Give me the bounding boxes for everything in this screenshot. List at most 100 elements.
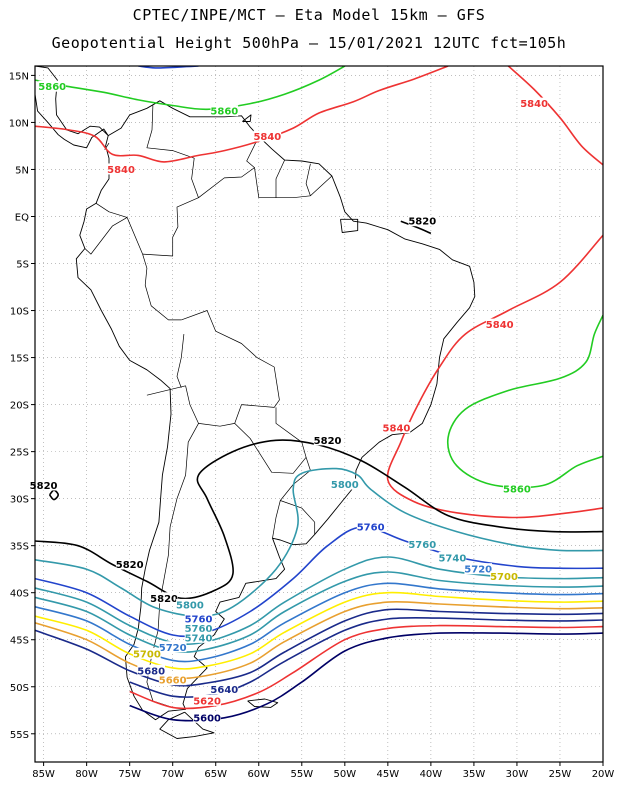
contour-5820 <box>35 439 603 600</box>
contour-label-bg <box>184 613 213 625</box>
country-border <box>142 167 333 257</box>
contour-label: 5760 <box>408 540 436 551</box>
x-tick-label: 75W <box>118 769 141 780</box>
contour-label-bg <box>184 631 213 643</box>
country-border <box>181 310 280 427</box>
x-tick-label: 85W <box>32 769 55 780</box>
country-border <box>246 136 260 168</box>
contour-label: 5840 <box>253 132 281 143</box>
contour-label: 5840 <box>383 424 411 435</box>
contour-label: 5840 <box>520 99 548 110</box>
contour-labels: 5860 5860 5840 5840 5840 5840 5840 5860 5820 5820… <box>29 80 548 724</box>
y-tick-label: 20S <box>10 401 29 412</box>
contour-label-bg <box>29 479 58 491</box>
coastline <box>340 218 359 233</box>
contour-label-bg <box>38 80 67 92</box>
country-border <box>95 203 143 255</box>
coastline <box>247 698 279 708</box>
country-border <box>142 253 182 321</box>
contour-label-bg <box>193 711 221 723</box>
contour-label-bg <box>253 130 282 142</box>
coastline <box>35 66 109 149</box>
contour-label-bg <box>210 683 239 695</box>
contour-label: 5700 <box>133 649 161 660</box>
contour-label-bg <box>408 538 437 550</box>
contour-label-bg <box>107 163 135 175</box>
x-tick-label: 35W <box>463 769 486 780</box>
y-tick-label: 25S <box>10 448 29 459</box>
contour-label-bg <box>158 674 187 686</box>
contour-label-bg <box>331 478 359 490</box>
contour-label: 5760 <box>357 522 385 533</box>
x-tick-label: 55W <box>290 769 313 780</box>
contour-label-bg <box>382 422 411 434</box>
map-grid <box>35 66 604 762</box>
contour-label-bg <box>137 664 165 676</box>
y-tick-label: 55S <box>10 730 29 741</box>
chart-title-line2: Geopotential Height 500hPa – 15/01/2021 … <box>51 34 567 52</box>
contour-label: 5620 <box>193 696 221 707</box>
contour-label: 5680 <box>137 666 165 677</box>
contour-label-bg <box>408 215 437 227</box>
coastline <box>75 100 476 721</box>
country-border <box>272 500 281 539</box>
y-tick-label: 40S <box>10 589 29 600</box>
contour-label-bg <box>485 318 514 330</box>
contour-label: 5840 <box>107 165 135 176</box>
contour-label-bg <box>158 641 187 653</box>
x-tick-label: 80W <box>75 769 98 780</box>
contour-label-bg <box>133 647 161 659</box>
contour-5680 <box>35 600 603 680</box>
y-tick-label: 10N <box>9 118 29 129</box>
y-tick-label: 5N <box>15 165 29 176</box>
x-tick-label: 40W <box>420 769 443 780</box>
axis-ticks: 85W 80W 75W 70W 65W 60W 55W 50W 45W 40W 35W 30W 25W 2… <box>9 71 615 780</box>
contour-label: 5860 <box>210 107 238 118</box>
contour-label: 5800 <box>176 600 204 611</box>
contour-label: 5760 <box>185 615 213 626</box>
y-tick-label: 30S <box>10 495 29 506</box>
y-tick-label: 45S <box>10 636 29 647</box>
y-tick-label: 15S <box>10 354 29 365</box>
contour-5820 <box>400 220 432 235</box>
x-tick-label: 65W <box>204 769 227 780</box>
contour-5760 <box>35 526 603 638</box>
contour-5840 <box>507 66 603 166</box>
y-tick-label: 5S <box>16 260 29 271</box>
contour-label: 5860 <box>38 82 66 93</box>
contour-label: 5860 <box>503 485 531 496</box>
contour-label: 5820 <box>150 594 178 605</box>
map-frame <box>34 65 604 763</box>
contour-label-bg <box>115 558 144 570</box>
contour-label: 5820 <box>408 217 436 228</box>
country-border <box>176 334 185 388</box>
y-tick-label: 10S <box>10 307 29 318</box>
contour-label: 5820 <box>30 481 58 492</box>
contour-label-bg <box>176 598 204 610</box>
contour-5840 <box>35 66 449 163</box>
coastline-layer <box>35 66 476 739</box>
country-border <box>146 105 199 198</box>
contour-5740 <box>35 571 603 653</box>
contour-5840 <box>386 234 603 519</box>
chart-title-line1: CPTEC/INPE/MCT – Eta Model 15km – GFS <box>132 6 486 24</box>
contour-label: 5600 <box>193 713 221 724</box>
contour-label: 5800 <box>331 480 359 491</box>
contour-label: 5840 <box>486 320 514 331</box>
contour-label: 5700 <box>490 572 518 583</box>
y-tick-label: EQ <box>15 212 29 223</box>
country-border <box>275 159 285 198</box>
contour-5700 <box>35 591 603 670</box>
contour-5860 <box>35 66 346 111</box>
contour-label-bg <box>438 551 467 563</box>
x-tick-label: 70W <box>161 769 184 780</box>
contour-label-bg <box>464 563 493 575</box>
country-border <box>84 217 128 255</box>
contour-label-bg <box>503 483 531 495</box>
contour-label-bg <box>150 592 178 604</box>
country-border <box>305 163 311 196</box>
x-tick-label: 50W <box>334 769 357 780</box>
contour-label-bg <box>490 570 518 582</box>
contour-label-bg <box>313 434 342 446</box>
x-tick-label: 20W <box>592 769 615 780</box>
